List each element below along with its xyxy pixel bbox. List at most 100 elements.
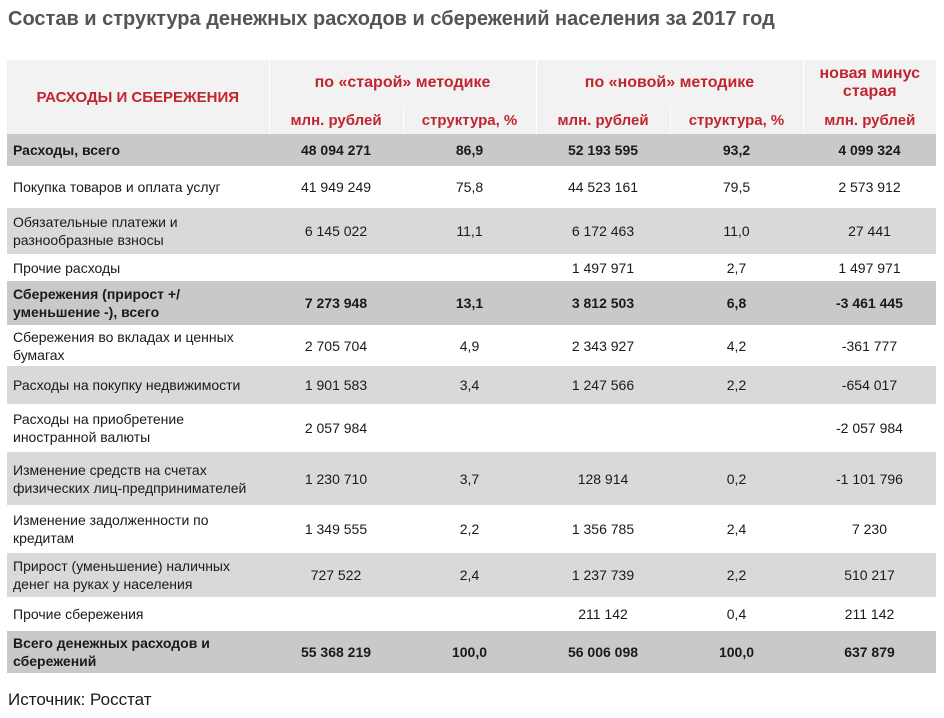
cell-new-mln: 211 142 (536, 597, 670, 631)
cell-new-mln: 52 193 595 (536, 134, 670, 166)
header-diff-mln: млн. рублей (802, 106, 936, 134)
expenses-table: РАСХОДЫ И СБЕРЕЖЕНИЯ по «старой» методик… (7, 60, 936, 673)
row-label: Расходы на покупку недвижимости (7, 366, 269, 404)
row-label: Прирост (уменьшение) наличных денег на р… (7, 553, 269, 597)
header-group-new: по «новой» методике (535, 60, 803, 106)
cell-old-pct (403, 597, 536, 631)
cell-diff: -3 461 445 (803, 281, 936, 325)
row-label: Прочие расходы (7, 254, 269, 281)
header-new-mln: млн. рублей (535, 106, 670, 134)
cell-old-mln: 55 368 219 (269, 631, 403, 673)
cell-diff: -654 017 (803, 366, 936, 404)
cell-old-mln: 41 949 249 (269, 166, 403, 208)
cell-diff: 637 879 (803, 631, 936, 673)
cell-old-mln: 48 094 271 (269, 134, 403, 166)
cell-new-mln: 1 497 971 (536, 254, 670, 281)
cell-diff: 1 497 971 (803, 254, 936, 281)
row-label: Покупка товаров и оплата услуг (7, 166, 269, 208)
table-header: РАСХОДЫ И СБЕРЕЖЕНИЯ по «старой» методик… (7, 60, 936, 134)
cell-new-pct: 100,0 (670, 631, 803, 673)
cell-new-mln: 1 237 739 (536, 553, 670, 597)
cell-old-pct (403, 254, 536, 281)
cell-old-mln: 727 522 (269, 553, 403, 597)
cell-new-pct: 79,5 (670, 166, 803, 208)
table-row: Покупка товаров и оплата услуг 41 949 24… (7, 166, 936, 208)
row-label: Расходы, всего (7, 134, 269, 166)
cell-old-mln: 2 057 984 (269, 404, 403, 452)
header-group-old: по «старой» методике (268, 60, 536, 106)
cell-old-pct: 11,1 (403, 208, 536, 254)
cell-new-mln: 1 356 785 (536, 505, 670, 553)
cell-new-pct: 2,7 (670, 254, 803, 281)
cell-new-mln: 3 812 503 (536, 281, 670, 325)
table-row: Расходы, всего 48 094 271 86,9 52 193 59… (7, 134, 936, 166)
cell-diff: 2 573 912 (803, 166, 936, 208)
cell-old-pct: 86,9 (403, 134, 536, 166)
cell-old-mln (269, 254, 403, 281)
table-row: Прирост (уменьшение) наличных денег на р… (7, 553, 936, 597)
row-label: Обязательные платежи и разнообразные взн… (7, 208, 269, 254)
cell-diff: -361 777 (803, 325, 936, 366)
cell-new-pct: 2,2 (670, 553, 803, 597)
table-row: Расходы на покупку недвижимости 1 901 58… (7, 366, 936, 404)
cell-new-pct: 6,8 (670, 281, 803, 325)
cell-new-pct: 2,4 (670, 505, 803, 553)
cell-diff: 27 441 (803, 208, 936, 254)
table-row: Изменение задолженности по кредитам 1 34… (7, 505, 936, 553)
header-group-diff: новая минус старая (802, 60, 936, 106)
cell-new-mln: 1 247 566 (536, 366, 670, 404)
cell-old-pct: 3,7 (403, 452, 536, 505)
source-note: Источник: Росстат (8, 690, 152, 709)
cell-old-pct: 13,1 (403, 281, 536, 325)
cell-old-mln: 1 901 583 (269, 366, 403, 404)
page-title: Состав и структура денежных расходов и с… (8, 8, 775, 30)
cell-new-mln (536, 404, 670, 452)
row-label: Изменение средств на счетах физических л… (7, 452, 269, 505)
cell-diff: 4 099 324 (803, 134, 936, 166)
table-row: Сбережения (прирост +/уменьшение -), все… (7, 281, 936, 325)
header-old-mln: млн. рублей (268, 106, 403, 134)
cell-new-mln: 6 172 463 (536, 208, 670, 254)
row-label: Всего денежных расходов и сбережений (7, 631, 269, 673)
cell-new-pct: 2,2 (670, 366, 803, 404)
table-row: Прочие сбережения 211 142 0,4 211 142 (7, 597, 936, 631)
table-row: Всего денежных расходов и сбережений 55 … (7, 631, 936, 673)
row-label: Сбережения (прирост +/уменьшение -), все… (7, 281, 269, 325)
row-label: Сбережения во вкладах и ценных бумагах (7, 325, 269, 366)
table-row: Изменение средств на счетах физических л… (7, 452, 936, 505)
row-label: Прочие сбережения (7, 597, 269, 631)
cell-diff: 7 230 (803, 505, 936, 553)
cell-old-pct (403, 404, 536, 452)
row-label: Расходы на приобретение иностранной валю… (7, 404, 269, 452)
cell-old-mln (269, 597, 403, 631)
cell-old-mln: 2 705 704 (269, 325, 403, 366)
cell-new-mln: 2 343 927 (536, 325, 670, 366)
cell-old-pct: 3,4 (403, 366, 536, 404)
header-new-struct: структура, % (669, 106, 803, 134)
header-old-struct: структура, % (402, 106, 536, 134)
cell-diff: 510 217 (803, 553, 936, 597)
table-body: Расходы, всего 48 094 271 86,9 52 193 59… (7, 134, 936, 673)
cell-old-mln: 7 273 948 (269, 281, 403, 325)
cell-diff: -2 057 984 (803, 404, 936, 452)
table-row: Сбережения во вкладах и ценных бумагах 2… (7, 325, 936, 366)
cell-old-mln: 1 230 710 (269, 452, 403, 505)
cell-new-mln: 56 006 098 (536, 631, 670, 673)
cell-new-pct: 11,0 (670, 208, 803, 254)
cell-old-pct: 2,4 (403, 553, 536, 597)
table-row: Обязательные платежи и разнообразные взн… (7, 208, 936, 254)
table-row: Расходы на приобретение иностранной валю… (7, 404, 936, 452)
cell-old-pct: 4,9 (403, 325, 536, 366)
cell-old-mln: 6 145 022 (269, 208, 403, 254)
cell-old-pct: 75,8 (403, 166, 536, 208)
cell-diff: -1 101 796 (803, 452, 936, 505)
cell-new-pct: 0,4 (670, 597, 803, 631)
cell-old-pct: 2,2 (403, 505, 536, 553)
cell-new-mln: 44 523 161 (536, 166, 670, 208)
cell-new-pct (670, 404, 803, 452)
header-corner: РАСХОДЫ И СБЕРЕЖЕНИЯ (7, 60, 269, 134)
cell-new-pct: 93,2 (670, 134, 803, 166)
table-row: Прочие расходы 1 497 971 2,7 1 497 971 (7, 254, 936, 281)
cell-new-mln: 128 914 (536, 452, 670, 505)
row-label: Изменение задолженности по кредитам (7, 505, 269, 553)
